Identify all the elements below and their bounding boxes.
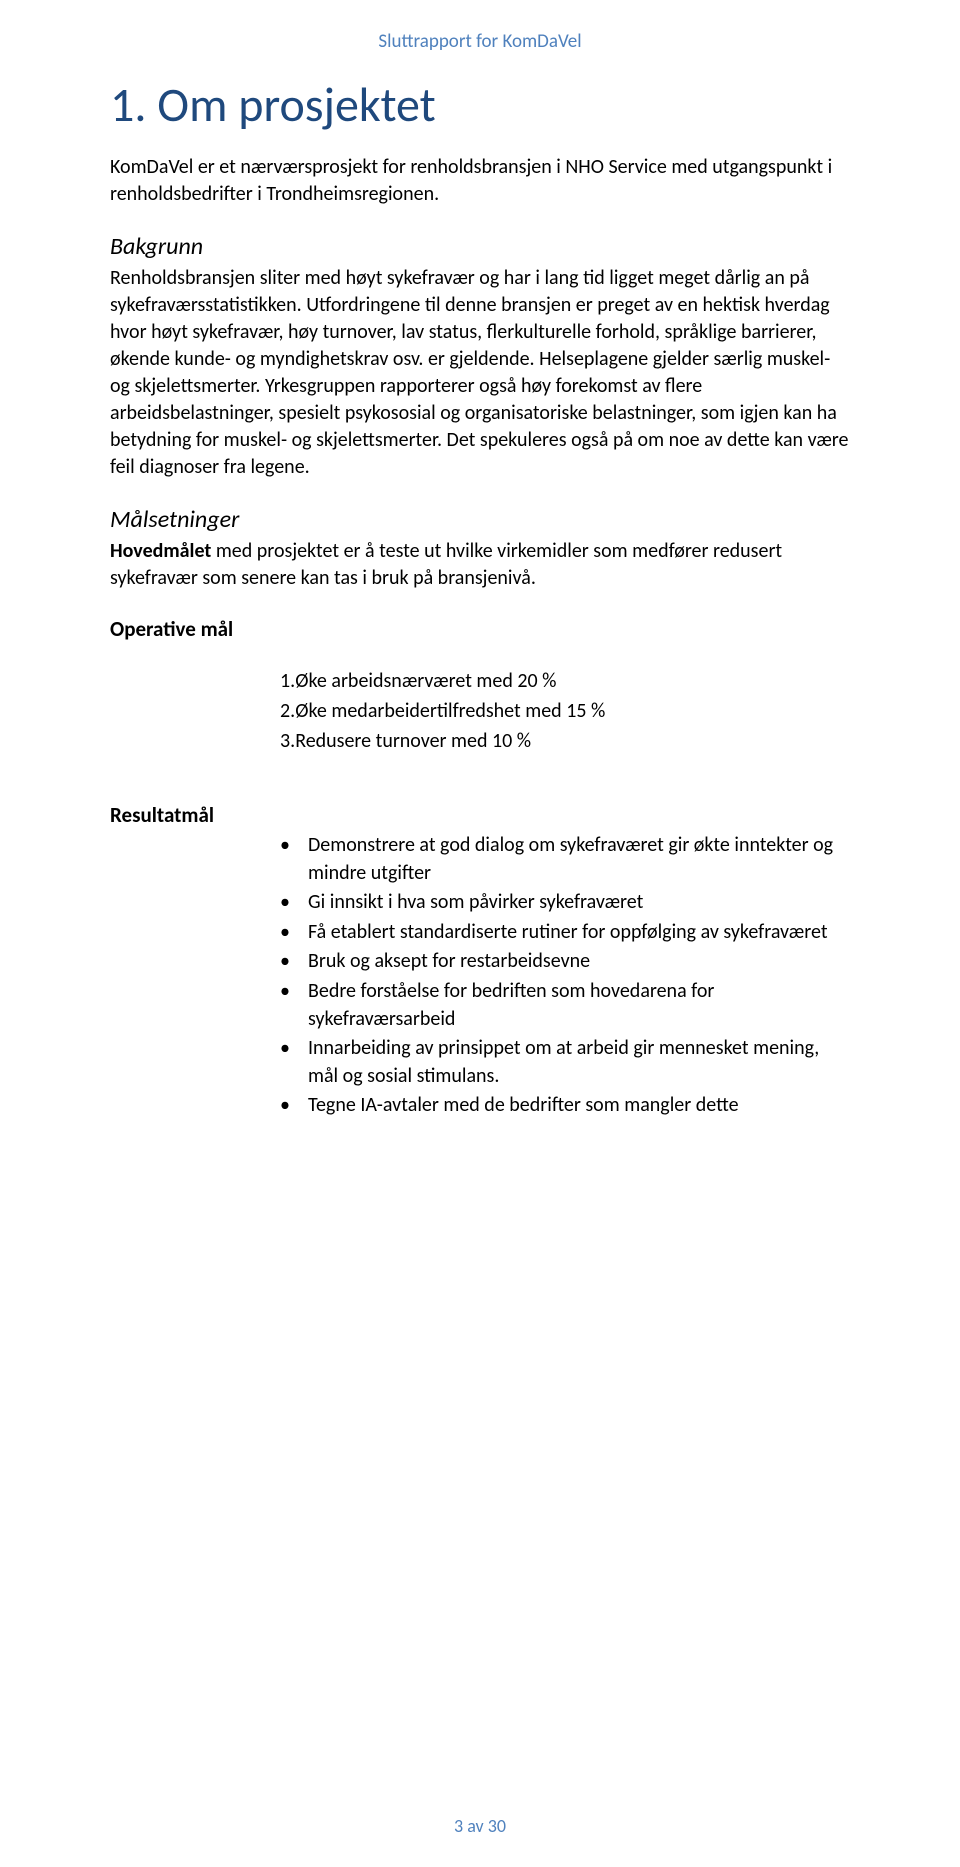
page-footer: 3 av 30 [0,1815,960,1837]
list-item: 3. Redusere turnover med 10 % [280,726,850,756]
resultatmaal-label: Resultatmål [110,802,850,828]
list-item-text: Bedre forståelse for bedriften som hoved… [308,979,714,1031]
list-item: Demonstrere at god dialog om sykefravære… [280,832,850,887]
page-of-text: av 30 [467,1815,506,1837]
list-item: Gi innsikt i hva som påvirker sykefravær… [280,889,850,917]
list-item-text: Innarbeiding av prinsippet om at arbeid … [308,1036,819,1088]
list-item: 2. Øke medarbeidertilfredshet med 15 % [280,696,850,726]
list-item-text: Tegne IA-avtaler med de bedrifter som ma… [308,1093,739,1117]
subheading-maalsetninger: Målsetninger [110,505,850,534]
list-item-text: Øke medarbeidertilfredshet med 15 % [295,699,605,723]
hovedmaal-rest: med prosjektet er å teste ut hvilke virk… [110,539,782,590]
list-item: Bruk og aksept for restarbeidsevne [280,948,850,976]
list-item: Få etablert standardiserte rutiner for o… [280,919,850,947]
operative-maal-label: Operative mål [110,616,850,642]
list-item: Innarbeiding av prinsippet om at arbeid … [280,1035,850,1090]
list-item: Tegne IA-avtaler med de bedrifter som ma… [280,1092,850,1120]
page-title: 1. Om prosjektet [110,75,850,134]
subheading-bakgrunn: Bakgrunn [110,232,850,261]
page-number: 3 [454,1815,463,1837]
list-item-text: Øke arbeidsnærværet med 20 % [295,669,556,693]
list-item: Bedre forståelse for bedriften som hoved… [280,978,850,1033]
running-header: Sluttrapport for KomDaVel [110,30,850,53]
resultat-list: Demonstrere at god dialog om sykefravære… [280,832,850,1120]
list-item: 1. Øke arbeidsnærværet med 20 % [280,666,850,696]
list-item-text: Få etablert standardiserte rutiner for o… [308,920,828,944]
list-item-text: Demonstrere at god dialog om sykefravære… [308,833,833,885]
list-item-text: Redusere turnover med 10 % [295,729,531,753]
maalsetninger-body: Hovedmålet med prosjektet er å teste ut … [110,538,850,592]
intro-paragraph: KomDaVel er et nærværsprosjekt for renho… [110,154,850,208]
hovedmaal-bold: Hovedmålet [110,539,211,563]
operative-list: 1. Øke arbeidsnærværet med 20 % 2. Øke m… [280,666,850,756]
list-item-text: Bruk og aksept for restarbeidsevne [308,949,590,973]
bakgrunn-body: Renholdsbransjen sliter med høyt sykefra… [110,265,850,481]
document-page: Sluttrapport for KomDaVel 1. Om prosjekt… [0,0,960,1867]
list-item-text: Gi innsikt i hva som påvirker sykefravær… [308,890,643,914]
